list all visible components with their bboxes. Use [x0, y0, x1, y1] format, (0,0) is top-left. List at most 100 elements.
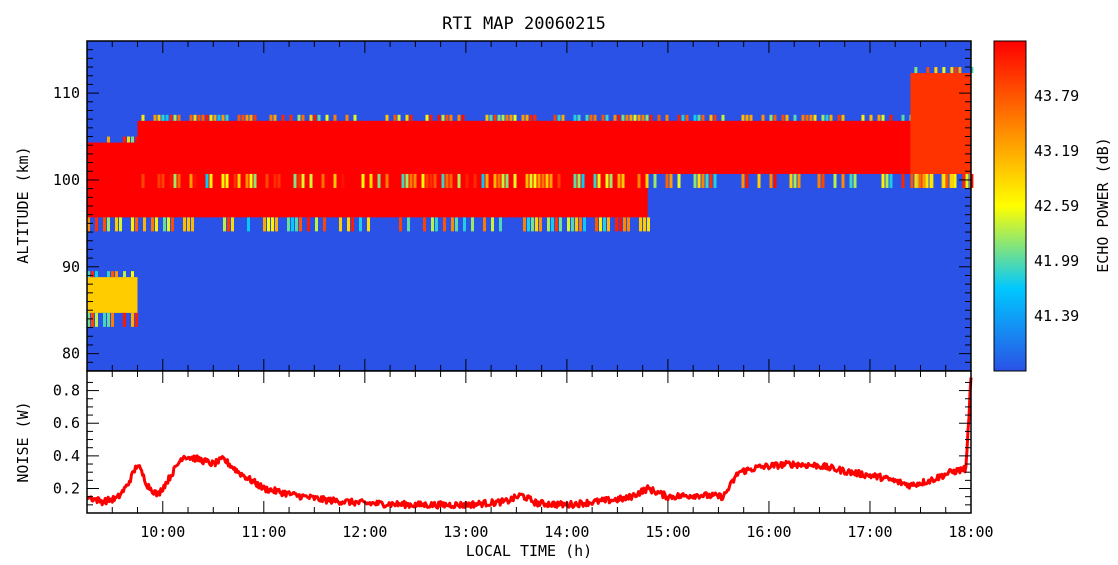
time-tick-label: 16:00 — [746, 523, 791, 541]
echo-speckle — [870, 115, 873, 121]
echo-speckle — [658, 115, 661, 121]
echo-speckle — [534, 174, 537, 188]
echo-speckle — [538, 174, 541, 188]
echo-speckle — [567, 217, 570, 231]
echo-speckle — [267, 217, 270, 231]
echo-speckle — [406, 115, 409, 121]
echo-speckle — [814, 115, 817, 121]
echo-speckle — [410, 115, 413, 121]
echo-speckle — [514, 115, 517, 121]
echo-speckle — [599, 217, 602, 231]
echo-speckle — [474, 174, 477, 188]
echo-speckle — [298, 115, 301, 121]
echo-speckle — [410, 174, 413, 188]
echo-speckle — [610, 174, 613, 188]
echo-speckle — [430, 115, 433, 121]
echo-speckle — [174, 174, 177, 188]
time-axis-label: LOCAL TIME (h) — [466, 542, 592, 560]
echo-speckle — [314, 115, 317, 121]
echo-speckle — [463, 217, 466, 231]
noise-axis-label: NOISE (W) — [14, 401, 32, 482]
echo-speckle — [242, 115, 245, 121]
colorbar: 41.3941.9942.5943.1943.79 ECHO POWER (dB… — [994, 41, 1112, 371]
echo-speckle — [107, 217, 110, 231]
echo-speckle — [123, 137, 126, 143]
echo-speckle — [178, 115, 181, 121]
echo-speckle — [414, 174, 417, 188]
echo-speckle — [678, 115, 681, 121]
echo-speckle — [618, 115, 621, 121]
echo-speckle — [446, 115, 449, 121]
echo-speckle — [223, 217, 226, 231]
rti-heatmap: 8090100110 ALTITUDE (km) — [14, 41, 973, 371]
echo-speckle — [187, 217, 190, 231]
echo-speckle — [598, 174, 601, 188]
echo-speckle — [115, 271, 118, 277]
echo-speckle — [878, 115, 881, 121]
echo-speckle — [294, 174, 297, 188]
echo-speckle — [339, 217, 342, 231]
echo-speckle — [307, 217, 310, 231]
echo-speckle — [323, 217, 326, 231]
noise-tick-label: 0.2 — [53, 480, 80, 498]
echo-speckle — [714, 115, 717, 121]
altitude-tick-label: 100 — [53, 171, 80, 189]
echo-speckle — [594, 115, 597, 121]
echo-speckle — [354, 115, 357, 121]
time-tick-label: 13:00 — [443, 523, 488, 541]
echo-speckle — [318, 115, 321, 121]
echo-speckle — [271, 217, 274, 231]
echo-layer-core — [910, 73, 971, 174]
echo-speckle — [670, 174, 673, 188]
echo-speckle — [119, 217, 122, 231]
echo-speckle — [562, 115, 565, 121]
echo-speckle — [702, 174, 705, 188]
echo-speckle — [135, 313, 138, 327]
echo-speckle — [326, 174, 329, 188]
echo-speckle — [571, 217, 574, 231]
time-tick-label: 11:00 — [241, 523, 286, 541]
echo-speckle — [450, 115, 453, 121]
echo-speckle — [107, 271, 110, 277]
echo-speckle — [206, 174, 209, 188]
echo-layer-core — [87, 277, 138, 313]
echo-speckle — [830, 115, 833, 121]
echo-speckle — [127, 137, 130, 143]
echo-speckle — [291, 217, 294, 231]
echo-speckle — [135, 217, 138, 231]
colorbar-label: ECHO POWER (dB) — [1094, 137, 1112, 272]
echo-speckle — [822, 115, 825, 121]
colorbar-tick-label: 43.19 — [1034, 142, 1079, 160]
echo-speckle — [614, 115, 617, 121]
time-tick-label: 18:00 — [948, 523, 993, 541]
echo-speckle — [647, 217, 650, 231]
echo-speckle — [914, 67, 917, 73]
echo-speckle — [834, 174, 837, 188]
echo-speckle — [702, 115, 705, 121]
echo-speckle — [910, 174, 913, 188]
time-tick-labels: 10:00 11:00 12:00 13:00 14:00 15:00 16:00 17:00… — [140, 523, 993, 541]
echo-speckle — [942, 67, 945, 73]
echo-speckle — [694, 174, 697, 188]
echo-speckle — [550, 174, 553, 188]
echo-speckle — [842, 174, 845, 188]
echo-speckle — [758, 174, 761, 188]
echo-speckle — [622, 174, 625, 188]
echo-speckle — [486, 115, 489, 121]
echo-speckle — [934, 67, 937, 73]
echo-layer-core — [138, 121, 971, 174]
echo-speckle — [115, 217, 118, 231]
echo-speckle — [178, 174, 181, 188]
echo-speckle — [247, 217, 250, 231]
echo-speckle — [590, 115, 593, 121]
echo-speckle — [302, 115, 305, 121]
echo-speckle — [95, 217, 98, 231]
echo-speckle — [746, 115, 749, 121]
echo-speckle — [578, 115, 581, 121]
echo-speckle — [583, 217, 586, 231]
echo-speckle — [234, 174, 237, 188]
echo-speckle — [451, 217, 454, 231]
echo-speckle — [554, 115, 557, 121]
altitude-tick-labels: 8090100110 — [53, 84, 80, 363]
echo-speckle — [790, 174, 793, 188]
